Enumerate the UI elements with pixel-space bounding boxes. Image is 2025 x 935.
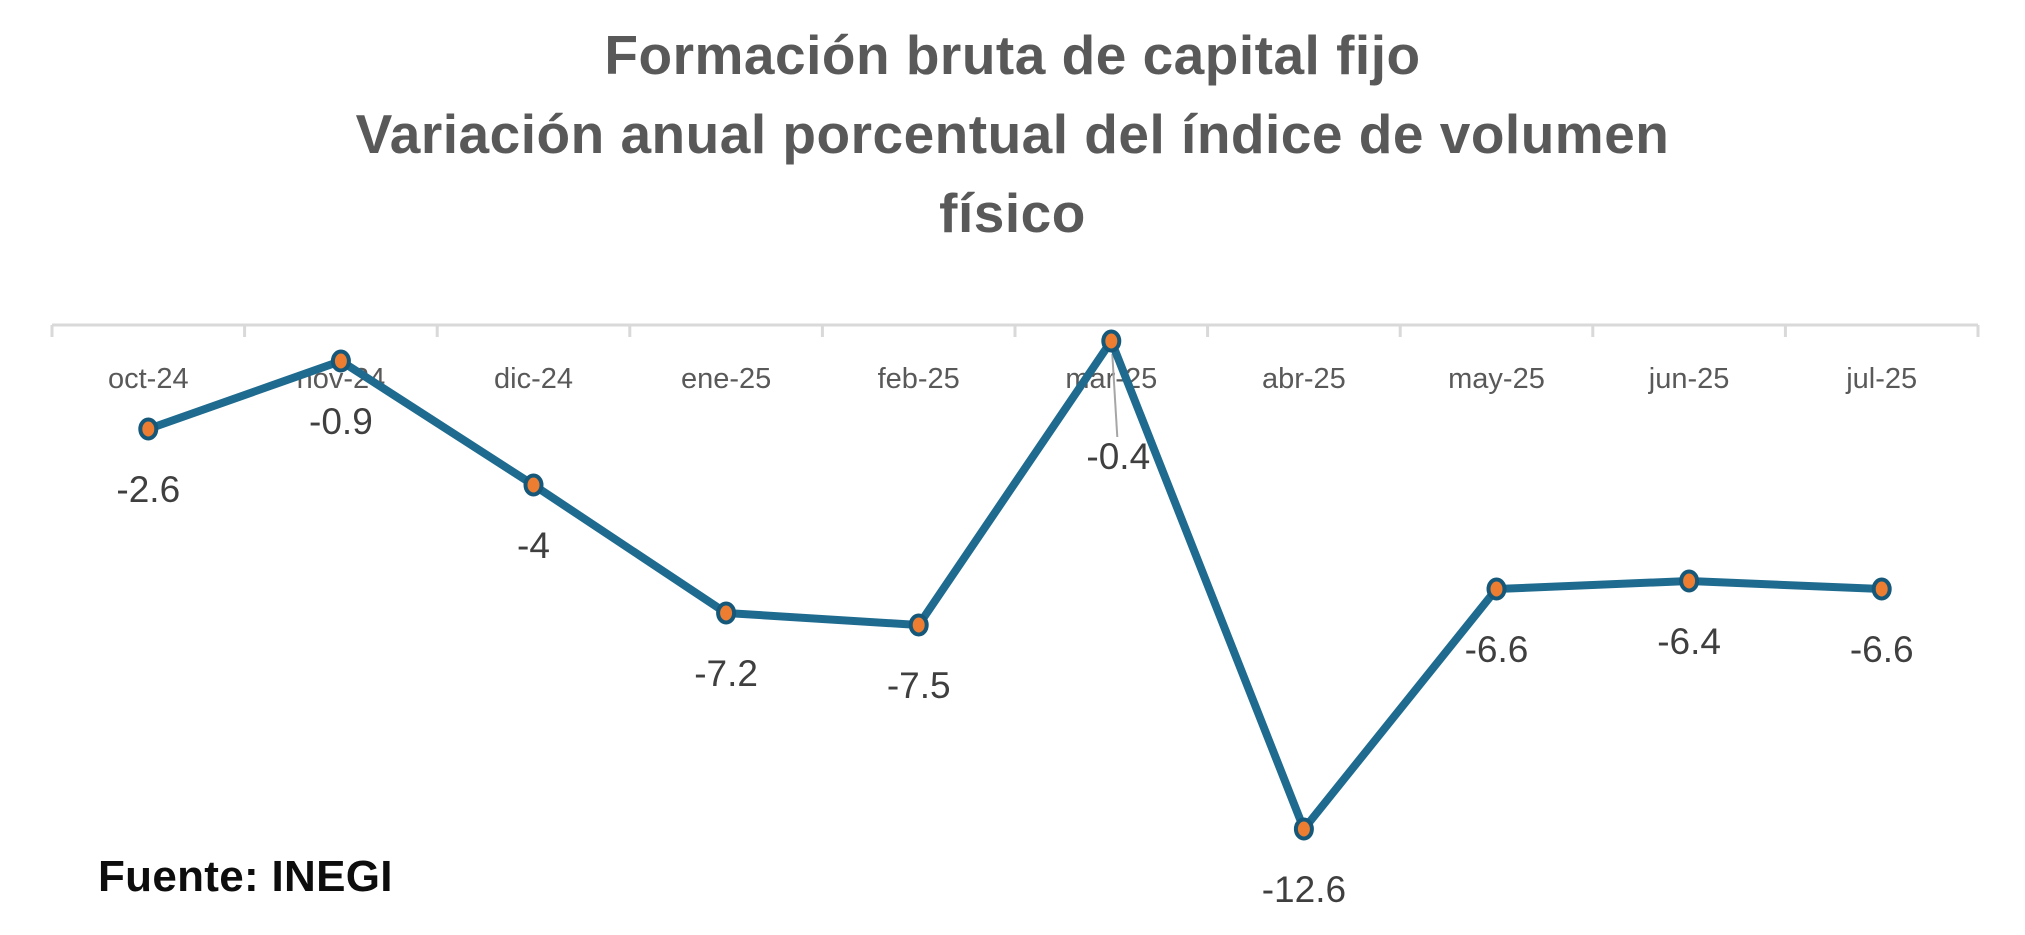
series-line xyxy=(144,337,1886,833)
data-point-label: -12.6 xyxy=(1262,869,1346,910)
data-point-marker xyxy=(523,473,544,497)
data-point-marker xyxy=(1486,577,1507,601)
data-point-marker xyxy=(908,613,929,637)
data-point-label: -6.6 xyxy=(1850,629,1914,670)
chart-title-line-3: físico xyxy=(939,182,1086,244)
x-axis-label: jun-25 xyxy=(1648,363,1730,395)
label-leader-line xyxy=(1111,353,1119,438)
data-point-marker xyxy=(716,601,737,625)
data-point-label: -7.5 xyxy=(887,665,951,706)
x-axis-label: ene-25 xyxy=(681,363,771,395)
data-point-label: -6.4 xyxy=(1657,621,1721,662)
data-point-marker xyxy=(1871,577,1892,601)
chart-title: Formación bruta de capital fijo Variació… xyxy=(0,16,2025,253)
x-axis-label: oct-24 xyxy=(108,363,189,395)
x-axis-label: feb-25 xyxy=(878,363,960,395)
x-axis-label: may-25 xyxy=(1448,363,1545,395)
data-point-label: -0.4 xyxy=(1086,436,1150,477)
x-axis-label: jul-25 xyxy=(1845,363,1917,395)
x-axis-label: abr-25 xyxy=(1262,363,1346,395)
data-point-label: -2.6 xyxy=(116,469,180,510)
data-point-marker xyxy=(1293,817,1314,841)
x-axis-label: dic-24 xyxy=(494,363,573,395)
chart-title-line-2: Variación anual porcentual del índice de… xyxy=(355,103,1670,165)
data-point-marker xyxy=(330,349,351,373)
data-point-marker xyxy=(1101,329,1122,353)
data-point-label: -6.6 xyxy=(1465,629,1529,670)
chart-title-line-1: Formación bruta de capital fijo xyxy=(604,24,1421,86)
data-point-label: -0.9 xyxy=(309,401,373,442)
source-note: Fuente: INEGI xyxy=(98,852,393,901)
data-point-marker xyxy=(138,417,159,441)
data-point-label: -4 xyxy=(517,525,550,566)
data-point-marker xyxy=(1679,569,1700,593)
data-point-label: -7.2 xyxy=(694,653,758,694)
